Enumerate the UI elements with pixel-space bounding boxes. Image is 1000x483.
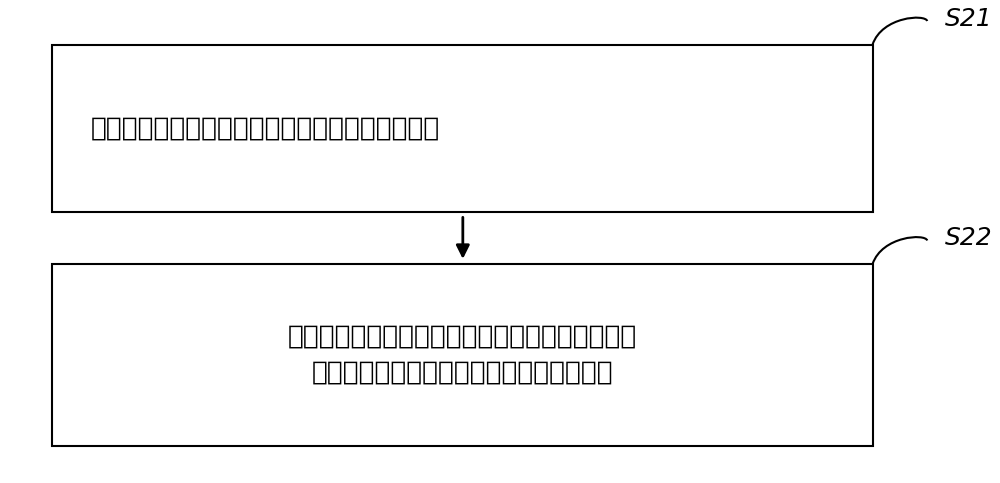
Bar xyxy=(52,264,873,446)
Text: S21: S21 xyxy=(945,7,992,30)
Text: 计算预设承载温度与实际承载温度的承载温度差值: 计算预设承载温度与实际承载温度的承载温度差值 xyxy=(91,115,440,142)
Text: S22: S22 xyxy=(945,226,992,250)
Bar xyxy=(52,44,873,212)
Text: 根据承载温度差值，在加热部件的加热温度范围内
，计算与承载温度差值对应的目标加热温度: 根据承载温度差值，在加热部件的加热温度范围内 ，计算与承载温度差值对应的目标加热… xyxy=(288,324,637,386)
